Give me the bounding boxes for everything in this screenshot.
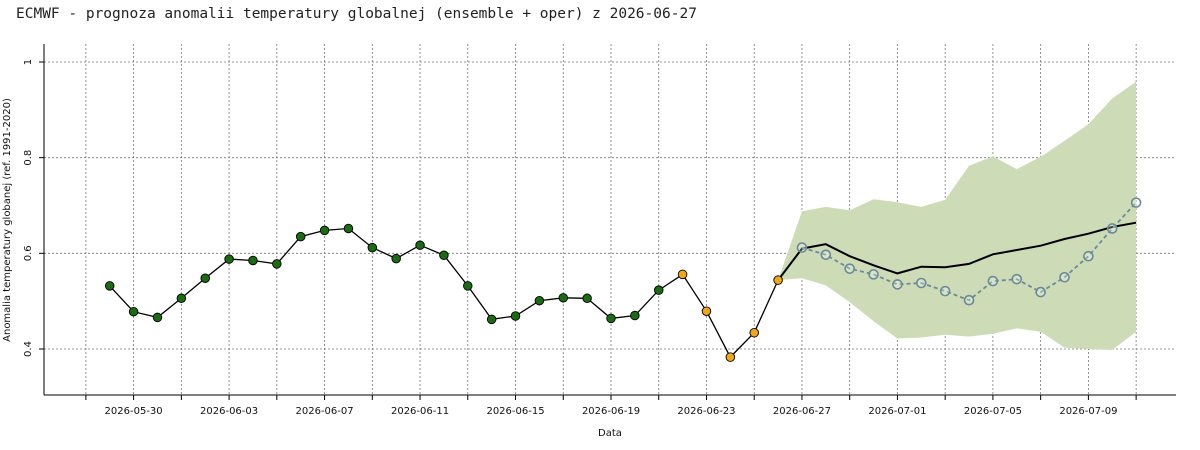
observed-point: [295, 231, 306, 242]
preliminary-point: [749, 327, 759, 338]
observed-point: [104, 281, 115, 291]
preliminary-point: [725, 352, 736, 362]
x-tick-label: 2026-07-01: [868, 406, 926, 417]
observed-point: [200, 273, 210, 283]
oper-point: [1011, 273, 1023, 285]
y-axis-label: Anomalia temperatury globanej (ref. 1991…: [2, 98, 13, 342]
observed-point: [653, 285, 664, 295]
x-tick-label: 2026-06-19: [582, 406, 640, 417]
observed-point: [439, 250, 449, 260]
y-tick-label: 0.4: [23, 341, 34, 357]
oper-point: [844, 263, 855, 274]
points-layer: [104, 197, 1142, 362]
oper-point: [796, 242, 808, 253]
observed-point: [558, 293, 569, 303]
y-tick-label: 0.8: [23, 150, 34, 166]
oper-point: [868, 269, 879, 280]
oper-point: [1130, 197, 1142, 208]
x-axis-label: Data: [598, 428, 622, 439]
preliminary-point: [701, 306, 712, 316]
chart-title: ECMWF - prognoza anomalii temperatury gl…: [16, 6, 697, 22]
x-tick-label: 2026-05-30: [105, 406, 163, 417]
x-tick-label: 2026-06-23: [677, 406, 735, 417]
observed-point: [272, 259, 282, 269]
axes-layer: 0.4 0.6 0.8 1 2026-05-30 2026-06-03 2026-06-07…: [23, 44, 1176, 417]
observed-point: [606, 313, 616, 324]
observed-point: [176, 293, 187, 304]
observed-point: [486, 314, 497, 325]
oper-point: [1059, 271, 1070, 283]
observed-point: [224, 254, 234, 264]
y-tick-label: 1: [23, 59, 34, 65]
observed-point: [248, 255, 258, 266]
observed-point: [367, 242, 378, 253]
observed-point: [463, 281, 473, 291]
ensemble-spread-band: [778, 81, 1137, 350]
preliminary-point: [773, 275, 783, 285]
observed-point: [534, 295, 545, 306]
observed-point: [391, 253, 401, 264]
ensemble-mean-line: [777, 221, 1137, 281]
oper-point: [939, 285, 951, 297]
x-tick-label: 2026-06-15: [486, 406, 544, 417]
oper-line: [801, 201, 1137, 302]
oper-point: [1083, 250, 1094, 262]
observed-point: [510, 311, 521, 321]
oper-point: [1035, 286, 1046, 298]
oper-point: [892, 279, 903, 290]
observed-point: [415, 240, 425, 250]
oper-point: [963, 294, 975, 306]
observed-point: [319, 225, 330, 236]
oper-point: [820, 249, 832, 261]
observed-point: [128, 306, 139, 317]
observed-point: [343, 223, 354, 234]
x-tick-label: 2026-06-11: [391, 406, 449, 417]
observed-point: [152, 312, 163, 323]
x-tick-label: 2026-06-07: [296, 406, 354, 417]
oper-point: [1106, 223, 1118, 234]
oper-point: [987, 275, 999, 287]
y-tick-label: 0.6: [23, 245, 34, 261]
oper-point: [916, 277, 927, 289]
observed-point: [582, 293, 592, 304]
ensemble-spread-layer: [778, 81, 1137, 350]
x-tick-label: 2026-06-03: [200, 406, 258, 417]
x-tick-label: 2026-07-05: [964, 406, 1022, 417]
observed-point: [630, 310, 640, 321]
x-tick-label: 2026-07-09: [1059, 406, 1117, 417]
observed-line: [109, 227, 779, 359]
preliminary-point: [677, 269, 688, 280]
x-tick-label: 2026-06-27: [773, 406, 831, 417]
